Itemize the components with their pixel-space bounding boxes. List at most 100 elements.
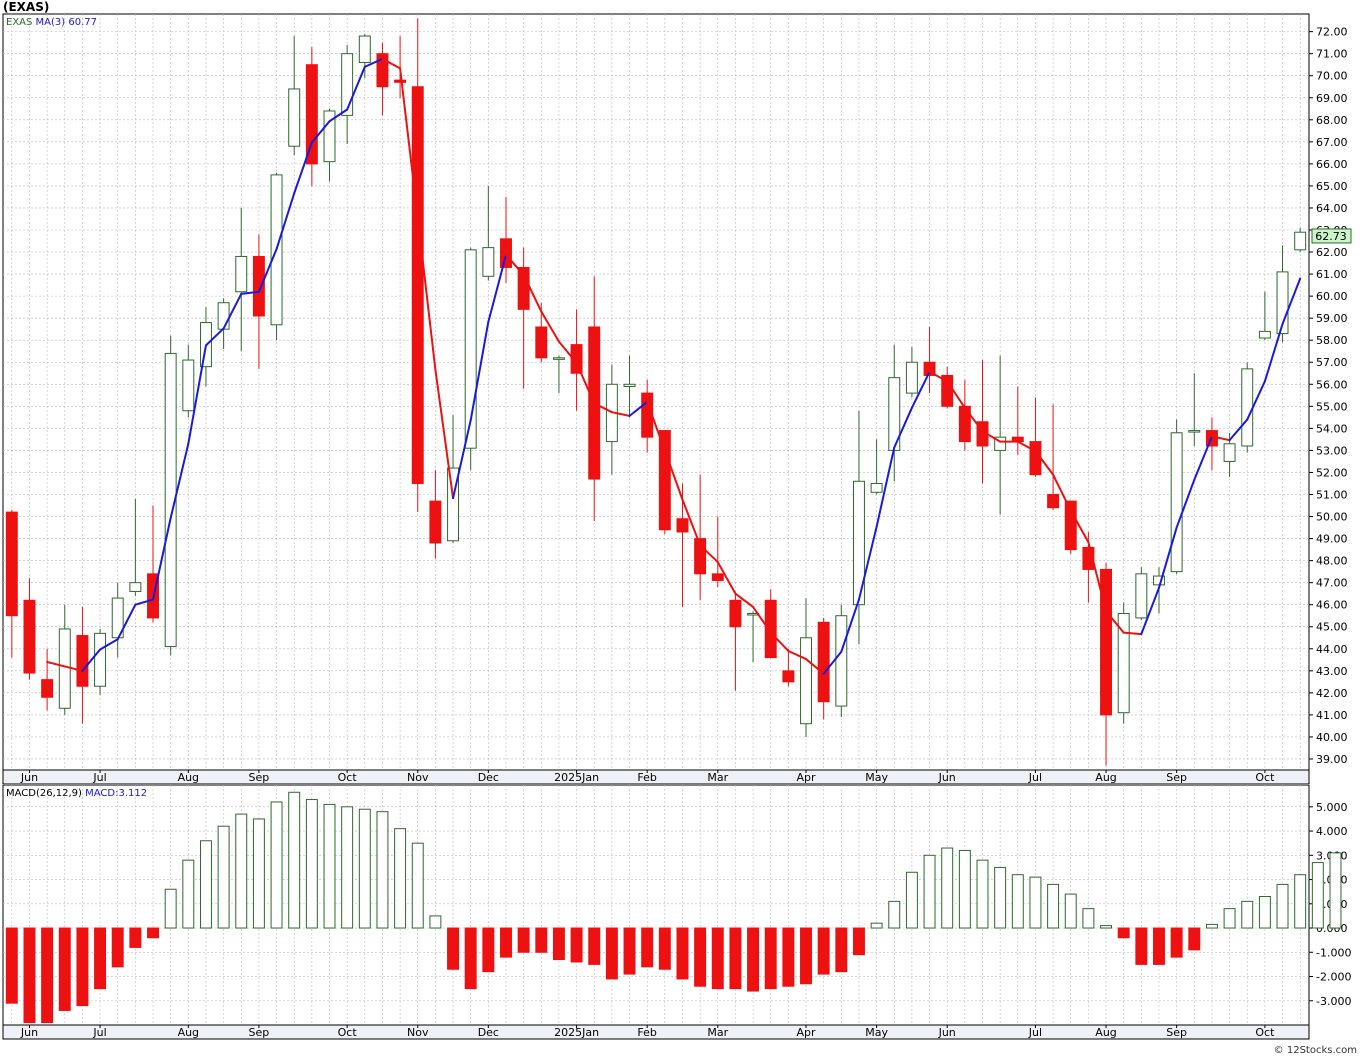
macd-bar [1258,896,1271,929]
ma-segment [134,598,155,606]
candle-body [817,621,830,703]
macd-x-label: Mar [707,1026,728,1039]
macd-bar [605,927,618,980]
macd-bar [994,866,1007,929]
macd-bar [764,927,777,990]
macd-bar [1029,876,1042,929]
macd-bar [41,927,54,1024]
macd-tick-label: -1.000 [1316,946,1351,959]
price-x-label: Dec [478,771,499,784]
macd-bar [958,849,971,929]
macd-bar [270,801,283,929]
price-x-label: Nov [407,771,429,784]
ma-segment [628,400,649,417]
last-price-label: 62.73 [1315,230,1347,243]
ma-segment [1069,509,1090,544]
candle-body [164,352,177,648]
macd-bar [1205,923,1218,929]
macd-bar [641,927,654,968]
ma-segment [946,380,966,409]
candle-body [552,357,565,360]
macd-x-label: Aug [1095,1026,1116,1039]
candle-body [1241,368,1254,447]
macd-bar [58,927,71,1011]
price-legend: EXAS MA(3) 60.77 [6,17,97,28]
candle-body [852,480,865,606]
price-x-axis [2,769,1310,785]
macd-x-label: May [865,1026,888,1039]
candle-body [1100,568,1113,716]
price-x-label: Aug [178,771,199,784]
price-tick-label: 66.00 [1316,158,1348,171]
candle-body [800,637,812,725]
macd-bar [676,927,689,980]
price-tick-label: 58.00 [1316,334,1348,347]
macd-bar [1276,883,1289,929]
ma-segment [169,442,190,519]
ma-segment [1157,526,1178,589]
macd-x-axis [2,1024,1310,1040]
price-tick-label: 42.00 [1316,687,1348,700]
price-tick-label: 43.00 [1316,665,1348,678]
macd-tick-label: -2.000 [1316,971,1351,984]
candle-body [1188,430,1201,433]
price-tick-label: 64.00 [1316,202,1348,215]
macd-bar [852,927,865,956]
candle-body [1294,231,1307,251]
ma-segment [1175,478,1196,529]
macd-bar [658,927,671,970]
ma-segment [487,253,507,323]
ma-segment [875,446,896,528]
ma-segment [681,498,702,547]
price-tick-label: 51.00 [1316,488,1348,501]
candle-body [1258,330,1271,339]
candle-body [182,359,195,412]
price-tick-label: 45.00 [1316,621,1348,634]
candle-body [570,344,583,374]
candle-body [500,238,512,268]
price-x-label: Mar [707,771,728,784]
ma-segment [1016,440,1037,453]
macd-bar [711,927,724,990]
macd-bar [1047,883,1060,929]
price-panel: 39.00 40.00 41.00 42.00 43.00 44.00 45.00 46.00… [2,13,1352,785]
ma-segment [963,406,984,433]
macd-bar [623,927,636,975]
macd-tick-label: 5.000 [1316,801,1348,814]
macd-bar [500,927,512,958]
candle-body [358,35,371,63]
candle-body [782,670,795,683]
ma-segment [1193,435,1213,481]
ma-segment [610,411,631,417]
candle-body [482,247,495,277]
macd-bar [5,927,18,1004]
price-x-label: Feb [637,771,656,784]
macd-bar [782,927,795,987]
ma-segment [222,292,243,330]
macd-x-label: Oct [338,1026,358,1039]
candle-body [1117,613,1130,714]
macd-bar [447,927,460,970]
candle-body [1047,493,1060,509]
price-tick-label: 54.00 [1316,422,1348,435]
macd-panel: -3.000-2.000-1.0000.0001.0002.0003.0004.… [2,785,1351,1040]
price-x-label: Aug [1095,771,1116,784]
candle-body [1223,443,1236,462]
price-tick-label: 60.00 [1316,290,1348,303]
price-x-label: Sep [249,771,270,784]
macd-x-label: Jul [92,1026,106,1039]
macd-bar [747,927,760,992]
macd-bar [1311,862,1324,929]
macd-bar [252,818,265,929]
price-tick-label: 40.00 [1316,731,1348,744]
price-tick-label: 41.00 [1316,709,1348,722]
macd-bar [800,927,812,985]
macd-x-label: Sep [1166,1026,1187,1039]
ma-segment [152,517,172,601]
candle-body [447,467,460,542]
macd-bar [729,927,742,990]
candle-body [305,64,318,165]
candle-body [1029,441,1042,476]
macd-bar [217,825,230,929]
candle-body [94,632,107,687]
